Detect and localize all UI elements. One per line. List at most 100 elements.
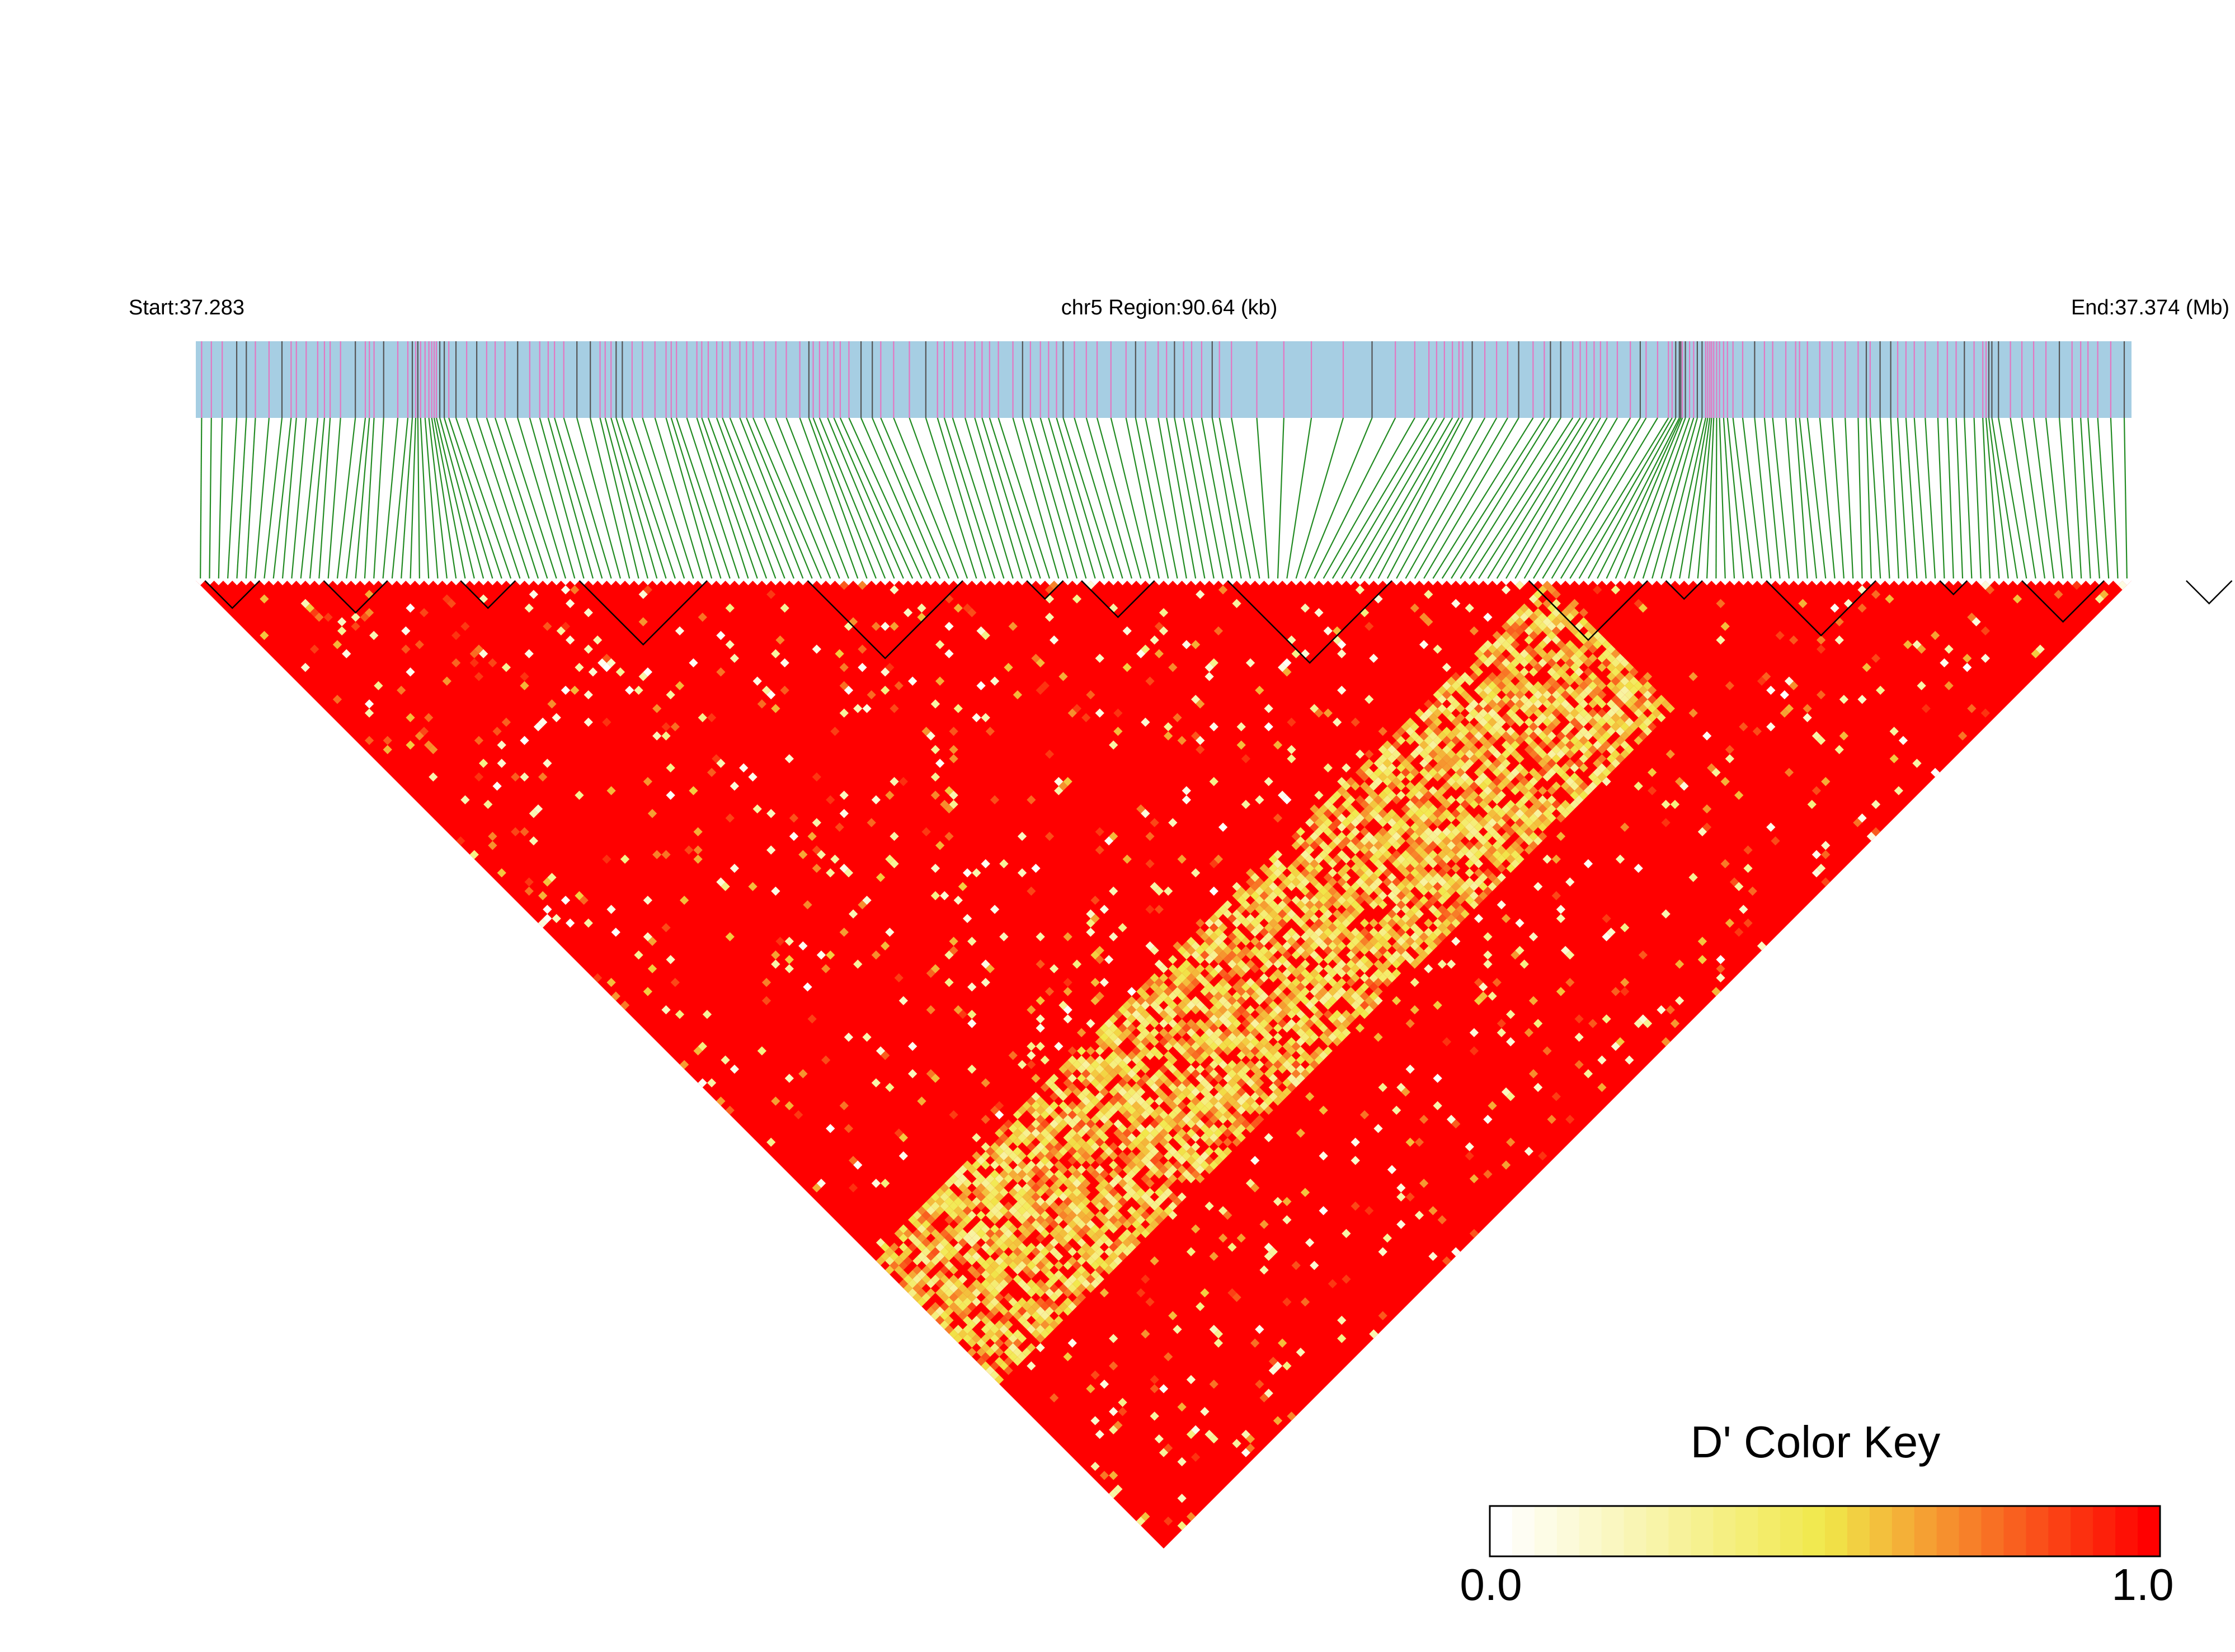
snp-index-marker	[752, 581, 762, 586]
ld-cell	[1533, 1019, 1543, 1028]
snp-connector	[1096, 417, 1142, 579]
ld-cell	[1748, 886, 1757, 896]
ld-cell	[1497, 681, 1507, 690]
ld-cell	[1310, 896, 1319, 905]
ld-cell	[990, 1242, 1000, 1252]
ld-cell	[1287, 1055, 1296, 1065]
ld-cell	[1405, 772, 1415, 782]
ld-cell	[1451, 681, 1461, 690]
ld-cell	[1027, 1260, 1036, 1270]
ld-cell	[1164, 1443, 1173, 1453]
ld-cell	[1433, 882, 1442, 891]
ld-cell	[1410, 896, 1419, 905]
ld-cell	[972, 1151, 981, 1161]
ld-cell	[1044, 1325, 1055, 1334]
ld-cell	[949, 936, 958, 946]
ld-cell	[935, 1188, 945, 1197]
ld-cell	[1433, 790, 1442, 800]
ld-cell	[967, 1010, 977, 1019]
snp-index-marker	[798, 581, 808, 586]
ld-cell	[1213, 1028, 1224, 1038]
ld-cell	[1017, 1279, 1027, 1288]
ld-cell	[1382, 932, 1392, 942]
ld-cell	[921, 1201, 931, 1211]
ld-cell	[1606, 928, 1616, 937]
ld-cell	[1625, 672, 1634, 681]
ld-cell	[1086, 1256, 1095, 1266]
ld-cell	[1296, 873, 1305, 882]
ld-cell	[990, 1260, 1000, 1270]
ld-cell	[1063, 776, 1072, 787]
ld-cell	[1437, 877, 1447, 887]
ld-cell	[1241, 1046, 1251, 1056]
ld-cell	[1223, 991, 1232, 1001]
ld-cell	[456, 836, 465, 846]
ld-cell	[1204, 1082, 1214, 1092]
ld-cell	[1186, 1429, 1196, 1439]
ld-cell	[990, 1361, 1000, 1371]
ld-cell	[1456, 731, 1465, 741]
ld-cell	[1871, 827, 1881, 836]
ld-cell	[1488, 708, 1497, 718]
ld-cell	[1465, 713, 1474, 722]
ld-cell	[1273, 868, 1283, 878]
ld-cell	[1917, 681, 1926, 690]
ld-cell	[1150, 982, 1159, 992]
ld-cell	[890, 776, 899, 787]
ld-cell	[981, 1334, 990, 1343]
ld-cell	[383, 736, 392, 745]
ld-cell	[1625, 690, 1634, 700]
ld-cell	[1625, 681, 1634, 690]
ld-cell	[1460, 736, 1470, 745]
ld-cell	[1634, 717, 1643, 727]
ld-cell	[1355, 795, 1365, 804]
ld-cell	[1332, 1010, 1342, 1019]
ld-cell	[1232, 1439, 1241, 1448]
ld-cell	[1615, 708, 1625, 718]
ld-cell	[1547, 740, 1556, 750]
ld-cell	[881, 667, 890, 677]
ld-cell	[1209, 859, 1218, 869]
ld-cell	[1072, 1260, 1082, 1270]
ld-cell	[2099, 590, 2109, 599]
ld-cell	[1551, 626, 1561, 636]
snp-index-marker	[241, 581, 251, 586]
ld-cell	[1291, 914, 1301, 924]
ld-cell	[1209, 968, 1218, 978]
ld-cell	[716, 759, 726, 768]
ld-cell	[1300, 877, 1310, 887]
ld-cell	[1040, 1119, 1050, 1129]
snp-index-marker	[689, 581, 698, 586]
ld-cell	[958, 1302, 968, 1311]
ld-cell	[1319, 804, 1328, 814]
snp-index-marker	[1063, 581, 1072, 586]
ld-cell	[1643, 727, 1653, 736]
ld-cell	[1401, 768, 1410, 777]
ld-cell	[1648, 704, 1657, 713]
ld-cell	[995, 1265, 1004, 1275]
ld-cell	[1209, 1434, 1218, 1444]
ld-cell	[1255, 1005, 1264, 1015]
ld-cell	[1606, 662, 1616, 672]
ld-cell	[1396, 854, 1406, 864]
ld-cell	[958, 1165, 968, 1174]
ld-cell	[1017, 868, 1027, 878]
ld-cell	[1136, 1142, 1146, 1152]
ld-cell	[1209, 996, 1218, 1005]
ld-cell	[1296, 918, 1305, 928]
ld-cell	[1141, 1010, 1150, 1019]
ld-cell	[1497, 653, 1507, 663]
ld-cell	[1410, 768, 1419, 777]
ld-cell	[1008, 1297, 1018, 1307]
ld-cell	[1382, 923, 1392, 933]
ld-cell	[1351, 955, 1360, 964]
snp-index-marker	[2122, 581, 2132, 586]
ld-cell	[981, 1188, 990, 1197]
ld-cell	[958, 1293, 968, 1302]
ld-cell	[1392, 959, 1401, 969]
ld-cell	[1008, 1343, 1018, 1353]
ld-cell	[862, 704, 872, 713]
ld-cell	[1442, 799, 1452, 809]
ld-cell	[953, 1297, 963, 1307]
ld-cell	[949, 727, 958, 736]
